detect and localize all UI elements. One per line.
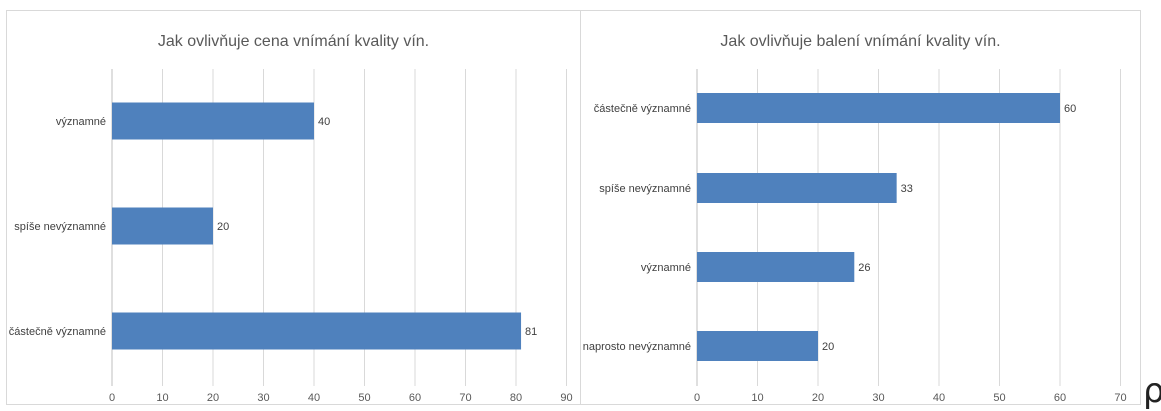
x-tick-label: 70 <box>1114 392 1126 404</box>
data-label: 20 <box>217 221 229 233</box>
bar <box>112 102 314 140</box>
corner-glyph: ρ <box>1143 371 1161 411</box>
x-tick-label: 10 <box>156 392 168 404</box>
packaging-chart-plot: 0 10 20 30 40 50 60 70 částečně významné 60 spíše … <box>583 69 1127 404</box>
data-label: 33 <box>901 183 913 195</box>
x-tick-label: 0 <box>109 392 115 404</box>
category-label: spíše nevýznamné <box>14 221 106 233</box>
category-label: naprosto nevýznamné <box>583 341 691 353</box>
packaging-chart-panel: Jak ovlivňuje balení vnímání kvality vín… <box>581 10 1141 405</box>
x-tick-label: 10 <box>751 392 763 404</box>
x-tick-label: 60 <box>409 392 421 404</box>
x-tick-label: 20 <box>812 392 824 404</box>
data-label: 26 <box>858 262 870 274</box>
chart-title: Jak ovlivňuje balení vnímání kvality vín… <box>720 33 1001 50</box>
x-tick-label: 50 <box>993 392 1005 404</box>
x-tick-label: 70 <box>459 392 471 404</box>
bar <box>697 331 818 361</box>
category-label: částečně významné <box>594 103 691 115</box>
bar <box>697 252 855 282</box>
price-chart-plot: 0 10 20 30 40 50 60 70 80 90 významné 40 spíše nevýz… <box>9 69 573 404</box>
data-label: 81 <box>525 326 537 338</box>
x-tick-label: 40 <box>308 392 320 404</box>
bar <box>112 312 522 350</box>
x-tick-label: 60 <box>1054 392 1066 404</box>
x-tick-label: 90 <box>560 392 572 404</box>
category-label: významné <box>56 116 106 128</box>
x-tick-label: 40 <box>933 392 945 404</box>
bar <box>697 93 1060 123</box>
category-label: částečně významné <box>9 326 106 338</box>
price-chart-panel: Jak ovlivňuje cena vnímání kvality vín. … <box>6 10 581 405</box>
x-tick-label: 30 <box>872 392 884 404</box>
x-tick-label: 0 <box>694 392 700 404</box>
category-label: spíše nevýznamné <box>599 183 691 195</box>
x-tick-label: 50 <box>358 392 370 404</box>
data-label: 40 <box>318 116 330 128</box>
chart-title: Jak ovlivňuje cena vnímání kvality vín. <box>157 33 430 50</box>
x-tick-label: 20 <box>207 392 219 404</box>
x-tick-label: 30 <box>257 392 269 404</box>
bar <box>112 207 213 245</box>
x-tick-label: 80 <box>510 392 522 404</box>
category-label: významné <box>641 262 691 274</box>
bar <box>697 173 897 203</box>
data-label: 20 <box>822 341 834 353</box>
data-label: 60 <box>1064 103 1076 115</box>
